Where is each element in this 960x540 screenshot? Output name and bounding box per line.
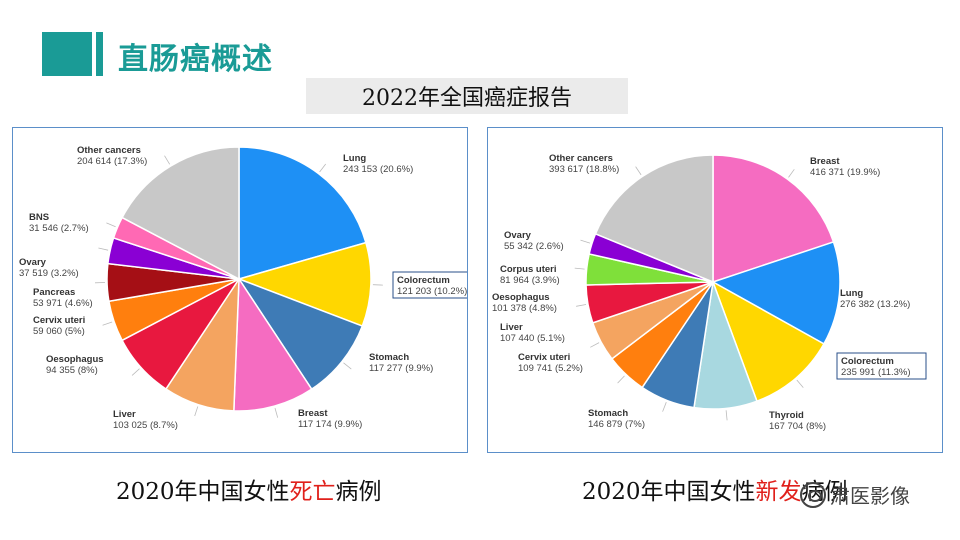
pie-slice-stomach xyxy=(237,277,364,391)
watermark-text: 肃医影像 xyxy=(830,484,910,508)
slice-label-name-ovary: Ovary xyxy=(19,257,47,268)
pie-slice-other-cancers xyxy=(594,154,714,284)
slice-label-value-pancreas: 53 971 (4.6%) xyxy=(33,298,93,309)
highlight-box-colorectum xyxy=(392,271,467,299)
report-subtitle: 2022年全国癌症报告 xyxy=(362,86,572,111)
leader-line-breast xyxy=(788,169,795,178)
slice-label-name-stomach: Stomach xyxy=(369,352,409,363)
slice-label-value-liver: 103 025 (8.7%) xyxy=(113,420,178,431)
slice-label-value-other-cancers: 393 617 (18.8%) xyxy=(549,164,619,175)
leader-line-lung xyxy=(841,293,852,296)
slice-label-name-breast: Breast xyxy=(298,408,328,419)
incidence-caption-highlight: 新发 xyxy=(755,479,802,505)
leader-line-oesophagus xyxy=(131,368,140,376)
leader-line-liver xyxy=(590,342,600,348)
leader-line-other-cancers xyxy=(164,155,171,165)
pie-slice-breast xyxy=(712,154,835,284)
slice-label-value-ovary: 37 519 (3.2%) xyxy=(19,268,79,279)
slice-label-value-cervix-uteri: 109 741 (5.2%) xyxy=(518,363,583,374)
mortality-caption-prefix: 2020年中国女性 xyxy=(116,479,290,505)
pie-slice-other-cancers xyxy=(121,146,240,281)
wechat-icon xyxy=(800,481,826,508)
leader-line-ovary xyxy=(580,239,591,244)
slice-label-name-liver: Liver xyxy=(500,322,523,333)
slice-label-name-other-cancers: Other cancers xyxy=(77,145,141,156)
leader-line-breast xyxy=(274,407,279,418)
slice-label-name-pancreas: Pancreas xyxy=(33,287,75,298)
slice-label-value-lung: 243 153 (20.6%) xyxy=(343,164,413,175)
header-accent-bar xyxy=(96,32,103,76)
slice-label-name-colorectum: Colorectum xyxy=(841,356,894,367)
pie-slice-colorectum xyxy=(711,280,825,403)
slice-label-value-breast: 117 174 (9.9%) xyxy=(298,419,362,430)
leader-line-other-cancers xyxy=(635,166,642,176)
header-accent-block xyxy=(42,32,92,76)
mortality-caption-suffix: 病例 xyxy=(335,479,382,505)
slice-label-name-bns: BNS xyxy=(29,212,49,223)
incidence-caption-prefix: 2020年中国女性 xyxy=(582,479,756,505)
slice-label-name-cervix-uteri: Cervix uteri xyxy=(33,315,85,326)
slice-label-value-ovary: 55 342 (2.6%) xyxy=(504,241,564,252)
leader-line-colorectum xyxy=(796,379,804,388)
slice-label-name-cervix-uteri: Cervix uteri xyxy=(518,352,570,363)
slice-label-name-stomach: Stomach xyxy=(588,408,628,419)
slice-label-name-oesophagus: Oesophagus xyxy=(46,354,104,365)
highlight-box-colorectum xyxy=(836,352,927,380)
pie-slice-breast xyxy=(233,276,313,412)
slice-label-value-liver: 107 440 (5.1%) xyxy=(500,333,565,344)
leader-line-ovary xyxy=(98,247,109,251)
slice-label-name-liver: Liver xyxy=(113,409,136,420)
slice-label-name-lung: Lung xyxy=(343,153,366,164)
slice-label-value-cervix-uteri: 59 060 (5%) xyxy=(33,326,85,337)
leader-line-oesophagus xyxy=(576,304,587,307)
slice-label-value-colorectum: 235 991 (11.3%) xyxy=(841,367,911,378)
mortality-caption-highlight: 死亡 xyxy=(289,479,336,505)
page-title: 直肠癌概述 xyxy=(118,42,273,77)
pie-slice-colorectum xyxy=(236,241,372,328)
slice-label-name-corpus-uteri: Corpus uteri xyxy=(500,264,556,275)
slice-label-value-breast: 416 371 (19.9%) xyxy=(810,167,880,178)
slice-label-name-ovary: Ovary xyxy=(504,230,532,241)
incidence-chart-panel: Breast 416 371 (19.9%) Lung 276 382 (13.2%)… xyxy=(487,127,943,453)
leader-line-bns xyxy=(106,222,116,228)
slice-label-name-breast: Breast xyxy=(810,156,840,167)
leader-line-cervix-uteri xyxy=(102,321,113,326)
slice-label-value-oesophagus: 94 355 (8%) xyxy=(46,365,98,376)
slice-label-value-thyroid: 167 704 (8%) xyxy=(769,421,826,432)
slice-label-name-colorectum: Colorectum xyxy=(397,275,450,286)
slice-label-value-colorectum: 121 203 (10.2%) xyxy=(397,286,467,297)
watermark: 肃医影像 xyxy=(800,480,910,509)
slice-label-name-lung: Lung xyxy=(840,288,863,299)
slice-label-value-stomach: 146 879 (7%) xyxy=(588,419,645,430)
slice-label-value-other-cancers: 204 614 (17.3%) xyxy=(77,156,147,167)
leader-line-stomach xyxy=(343,362,352,370)
leader-line-liver xyxy=(194,406,199,417)
slice-label-value-corpus-uteri: 81 964 (3.9%) xyxy=(500,275,560,286)
leader-line-cervix-uteri xyxy=(617,375,625,384)
leader-line-thyroid xyxy=(725,410,728,421)
slice-label-value-bns: 31 546 (2.7%) xyxy=(29,223,89,234)
leader-line-lung xyxy=(319,163,327,173)
pie-slice-lung xyxy=(238,146,367,280)
slice-label-value-oesophagus: 101 378 (4.8%) xyxy=(492,303,557,314)
slice-label-value-stomach: 117 277 (9.9%) xyxy=(369,363,433,374)
mortality-caption: 2020年中国女性死亡病例 xyxy=(116,472,382,506)
slice-label-value-lung: 276 382 (13.2%) xyxy=(840,299,910,310)
pie-slice-lung xyxy=(711,241,841,345)
leader-line-corpus-uteri xyxy=(574,267,585,270)
slice-label-name-other-cancers: Other cancers xyxy=(549,153,613,164)
slice-label-name-oesophagus: Oesophagus xyxy=(492,292,550,303)
slice-label-name-thyroid: Thyroid xyxy=(769,410,804,421)
leader-line-stomach xyxy=(662,402,667,412)
mortality-chart-panel: Lung 243 153 (20.6%) Colorectum 121 203 (10… xyxy=(12,127,468,453)
report-subtitle-box: 2022年全国癌症报告 xyxy=(306,78,628,114)
